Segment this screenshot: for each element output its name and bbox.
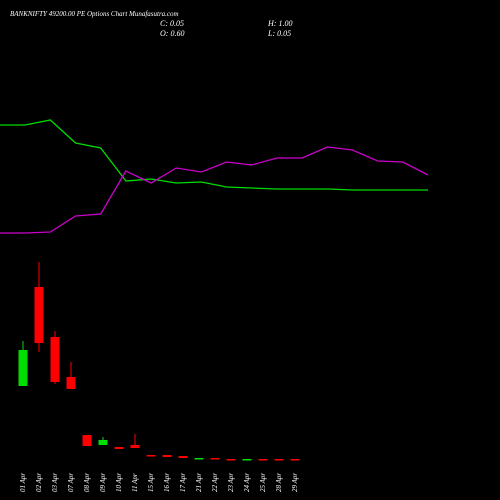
candle-body [98,440,108,445]
x-tick-label: 24 Apr [243,473,251,492]
candle-body [210,458,220,460]
candle-body [162,455,172,457]
candle-body [194,458,204,460]
x-tick-label: 08 Apr [83,473,91,492]
x-tick-label: 15 Apr [147,473,155,492]
x-tick-label: 10 Apr [115,473,123,492]
info-low: L: 0.05 [267,29,291,38]
x-tick-label: 21 Apr [195,473,203,492]
candle-body [290,459,300,461]
candle-body [130,445,140,448]
indicator-line [0,119,428,191]
candle-body [226,459,236,461]
info-open: O: 0.60 [160,29,184,38]
candle-body [146,455,156,457]
x-tick-label: 23 Apr [227,473,235,492]
info-close: C: 0.05 [160,19,184,28]
candle-body [242,459,252,461]
candle-body [114,447,124,449]
indicator-line [0,146,429,234]
x-tick-label: 28 Apr [275,473,283,492]
candle-body [274,459,284,461]
candle-body [18,350,28,386]
x-tick-label: 29 Apr [291,473,299,492]
x-tick-label: 25 Apr [259,473,267,492]
x-tick-label: 09 Apr [99,473,107,492]
x-tick-label: 22 Apr [211,473,219,492]
x-tick-label: 02 Apr [35,473,43,492]
x-tick-label: 16 Apr [163,473,171,492]
candle-body [178,456,188,458]
candle-body [50,337,60,382]
candle-body [82,435,92,446]
x-tick-label: 17 Apr [179,473,187,492]
chart-title: BANKNIFTY 49200.00 PE Options Chart Muna… [10,10,179,18]
candle-body [66,377,76,389]
candle-body [258,459,268,461]
x-tick-label: 01 Apr [19,473,27,492]
x-tick-label: 03 Apr [51,473,59,492]
candle-body [34,287,44,343]
x-tick-label: 11 Apr [131,473,139,492]
info-high: H: 1.00 [267,19,292,28]
x-tick-label: 07 Apr [67,473,75,492]
